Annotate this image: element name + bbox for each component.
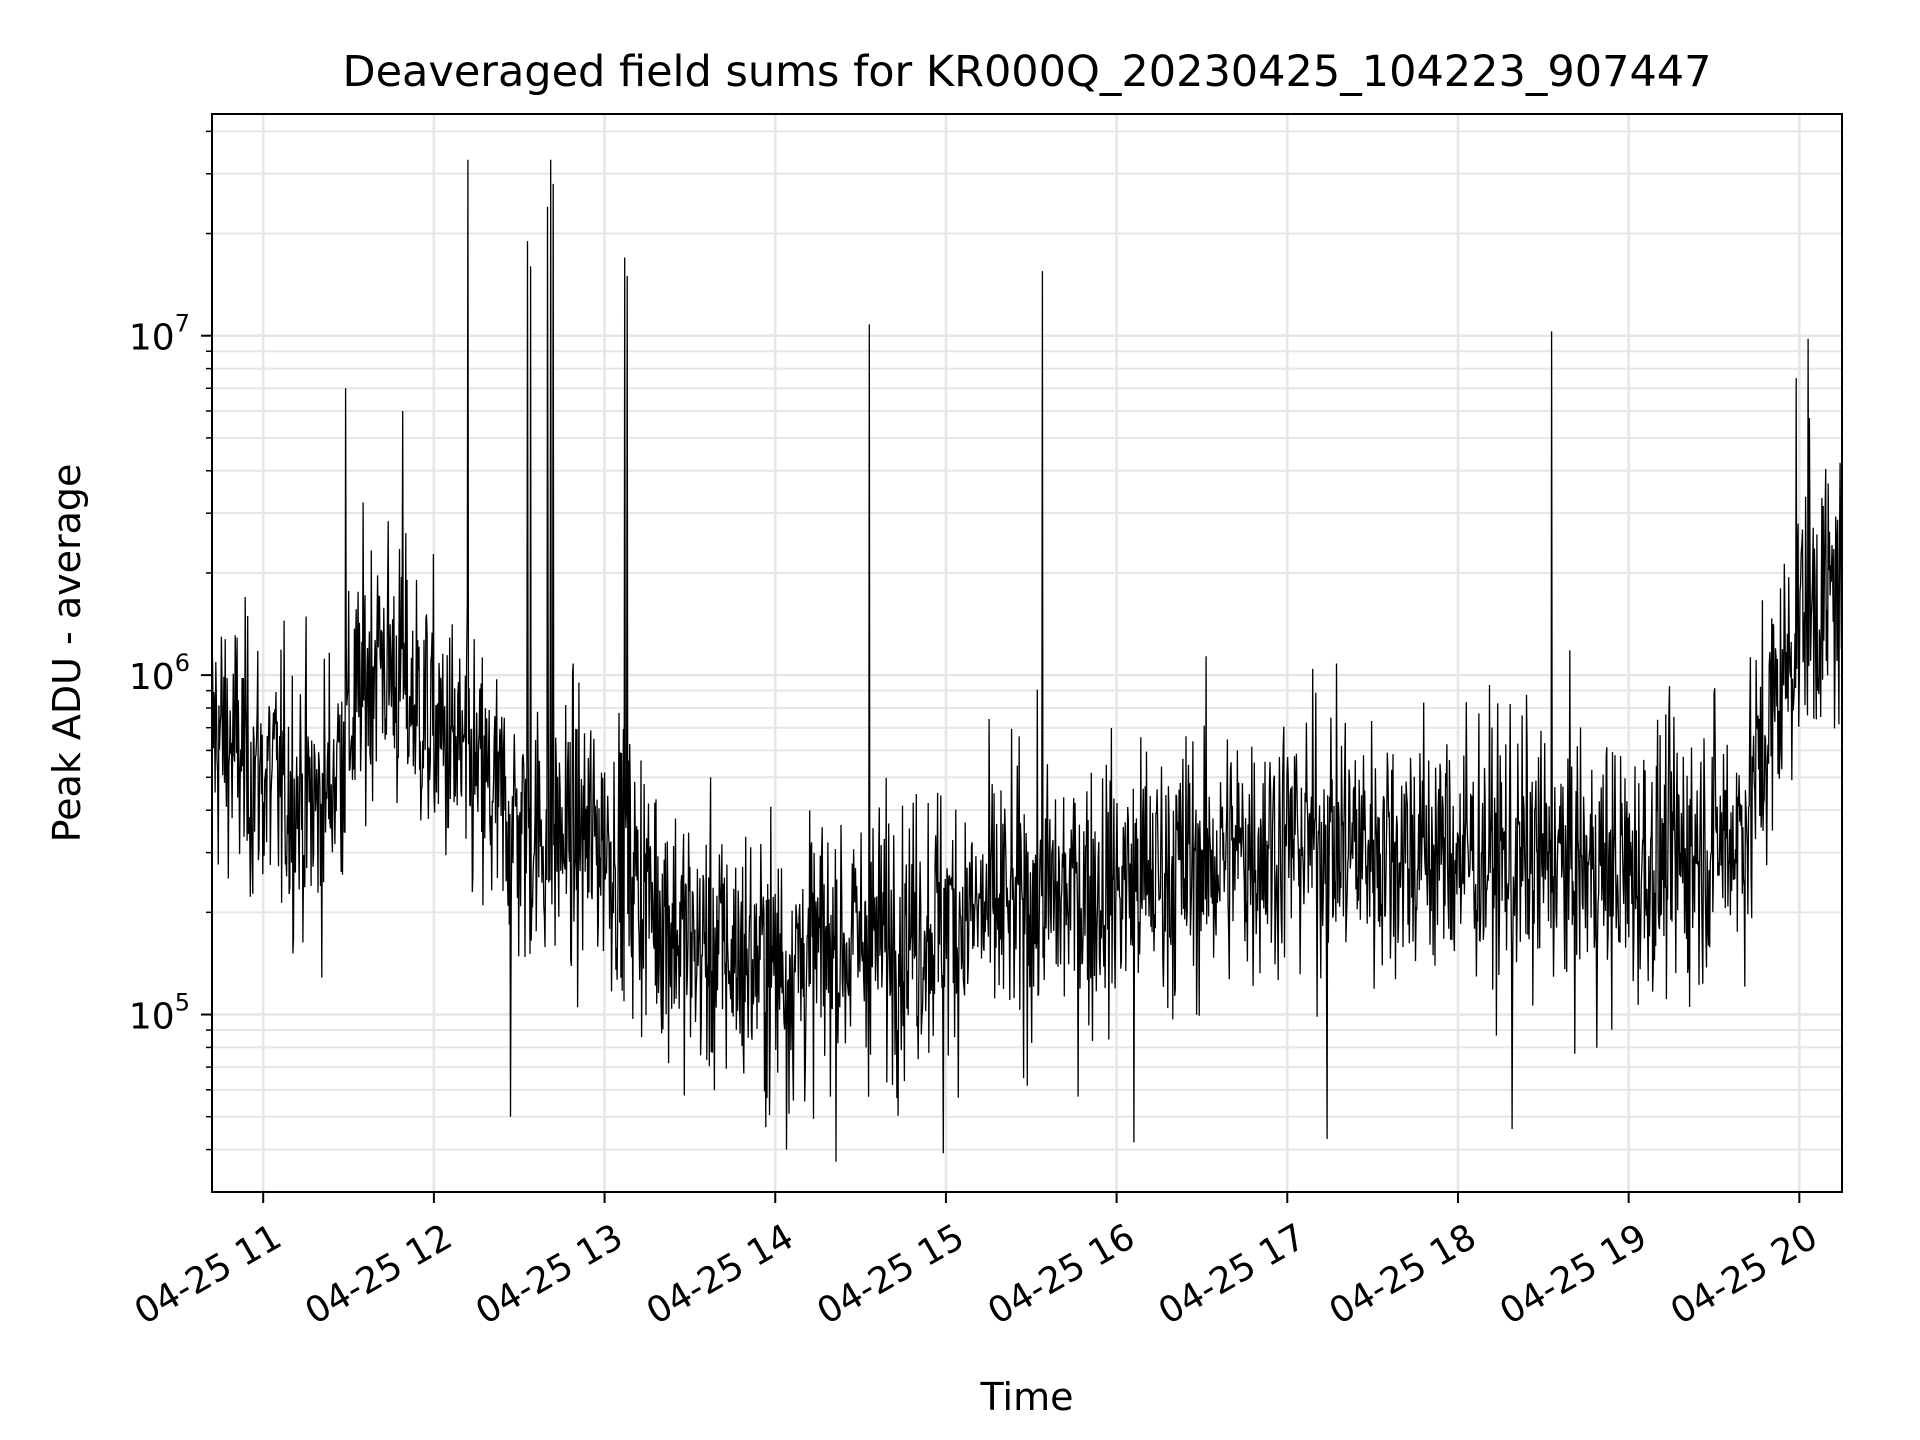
y-axis-label: Peak ADU - average: [45, 464, 89, 843]
plot-frame: [211, 113, 1843, 1193]
series-line-group: [211, 159, 1843, 1162]
y-tick-label: 106: [129, 649, 190, 698]
series-line: [211, 159, 1843, 1162]
y-tick-label: 105: [129, 989, 190, 1038]
chart-title: Deaveraged field sums for KR000Q_2023042…: [342, 47, 1711, 97]
y-axis: 105 106 107: [129, 130, 212, 1151]
y-tick-label: 107: [129, 310, 190, 359]
x-axis-label: Time: [980, 1375, 1074, 1419]
